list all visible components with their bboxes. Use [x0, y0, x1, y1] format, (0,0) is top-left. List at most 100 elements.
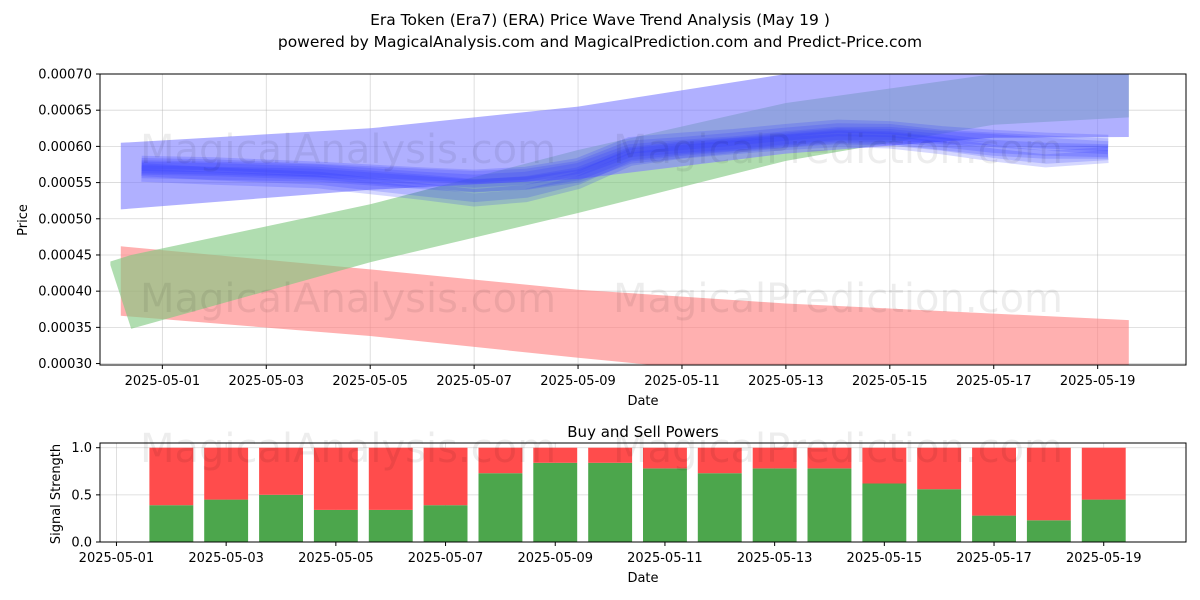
- price-band: [120, 74, 1129, 210]
- sell-bar: [862, 447, 907, 484]
- price-x-ticks: 2025-05-01 2025-05-03 2025-05-05 2025-05-07…: [125, 365, 1136, 389]
- price-wave-lines: [141, 119, 1109, 207]
- buy-bar: [204, 499, 249, 542]
- price-wave-line: [141, 134, 1109, 207]
- price-y-tick-label: 0.00050: [38, 212, 92, 227]
- signal-watermarks: MagicalAnalysis.com MagicalPrediction.co…: [140, 426, 1063, 472]
- signal-x-axis-label: Date: [627, 571, 658, 586]
- sell-bar: [643, 447, 687, 469]
- signal-x-tick-label: 2025-05-15: [847, 551, 923, 566]
- sell-bar: [1081, 447, 1126, 500]
- buy-bar: [917, 489, 962, 542]
- price-y-tick-label: 0.00055: [38, 176, 92, 191]
- signal-y-tick-label: 0.0: [71, 536, 92, 551]
- sell-bar: [807, 447, 852, 469]
- watermark-left: MagicalAnalysis.com: [140, 127, 556, 173]
- sell-bar: [917, 447, 962, 490]
- signal-x-tick-label: 2025-05-05: [298, 551, 374, 566]
- price-y-tick-label: 0.00035: [38, 321, 92, 336]
- price-wave-line: [141, 129, 1109, 203]
- buy-bar: [478, 473, 523, 542]
- sell-bar: [697, 447, 742, 474]
- price-wave-line: [141, 128, 1109, 193]
- sell-bar: [478, 447, 523, 474]
- sell-bar: [533, 447, 578, 463]
- sell-bar: [368, 447, 413, 510]
- watermark-right: MagicalPrediction.com: [613, 276, 1063, 322]
- signal-x-tick-label: 2025-05-17: [956, 551, 1032, 566]
- buy-bar: [259, 494, 303, 542]
- buy-bar: [1026, 520, 1071, 542]
- signal-x-tick-label: 2025-05-11: [627, 551, 703, 566]
- price-y-tick-label: 0.00030: [38, 357, 92, 372]
- price-x-tick-label: 2025-05-11: [644, 374, 720, 389]
- buy-bar: [423, 505, 468, 542]
- sell-bar: [259, 447, 303, 495]
- signal-x-tick-label: 2025-05-19: [1066, 551, 1142, 566]
- price-watermarks: MagicalAnalysis.com MagicalPrediction.co…: [140, 127, 1063, 322]
- price-y-axis-label: Price: [16, 204, 31, 236]
- price-plot-frame: [99, 73, 1187, 366]
- buy-bar: [752, 468, 797, 542]
- price-wave-line: [141, 123, 1109, 184]
- price-bands: [110, 74, 1129, 365]
- sell-bar: [972, 447, 1016, 516]
- signal-x-tick-label: 2025-05-09: [517, 551, 593, 566]
- signal-x-tick-label: 2025-05-07: [408, 551, 484, 566]
- sell-bar: [752, 447, 797, 469]
- buy-bar: [149, 505, 194, 542]
- price-x-axis-label: Date: [627, 394, 658, 409]
- price-y-tick-label: 0.00040: [38, 285, 92, 300]
- buy-bar: [533, 462, 578, 542]
- buy-bar: [862, 483, 907, 542]
- buy-bar: [313, 509, 358, 542]
- buy-bar: [368, 509, 413, 542]
- signal-x-ticks: 2025-05-01 2025-05-03 2025-05-05 2025-05-07…: [79, 542, 1142, 566]
- signal-y-ticks: 0.0 0.5 1.0: [71, 441, 100, 551]
- signal-y-axis-label: Signal Strength: [49, 444, 64, 544]
- price-wave-line: [141, 119, 1109, 183]
- price-x-tick-label: 2025-05-03: [228, 374, 304, 389]
- watermark-left: MagicalAnalysis.com: [140, 276, 556, 322]
- price-wave-line: [141, 131, 1109, 192]
- signal-title: Buy and Sell Powers: [567, 423, 719, 441]
- signal-y-tick-label: 1.0: [71, 441, 92, 456]
- price-x-tick-label: 2025-05-17: [956, 374, 1032, 389]
- signal-x-tick-label: 2025-05-03: [188, 551, 264, 566]
- chart-title: Era Token (Era7) (ERA) Price Wave Trend …: [370, 11, 830, 29]
- price-y-ticks: 0.00030 0.00035 0.00040 0.00045 0.00050 0.000…: [38, 68, 100, 372]
- sell-bar: [149, 447, 194, 506]
- buy-bar: [588, 462, 633, 542]
- buy-bar: [697, 473, 742, 542]
- sell-bar: [423, 447, 468, 506]
- price-x-tick-label: 2025-05-01: [125, 374, 201, 389]
- price-wave-line: [141, 126, 1109, 188]
- price-y-tick-label: 0.00060: [38, 140, 92, 155]
- price-x-tick-label: 2025-05-09: [540, 374, 616, 389]
- price-y-tick-label: 0.00045: [38, 248, 92, 263]
- sell-bar: [204, 447, 249, 500]
- signal-panel: Buy and Sell Powers MagicalAnalysis.com …: [49, 423, 1187, 586]
- price-x-tick-label: 2025-05-15: [852, 374, 928, 389]
- signal-x-tick-label: 2025-05-01: [79, 551, 155, 566]
- price-y-tick-label: 0.00070: [38, 68, 92, 83]
- price-x-tick-label: 2025-05-07: [436, 374, 512, 389]
- signal-x-tick-label: 2025-05-13: [737, 551, 813, 566]
- price-x-tick-label: 2025-05-19: [1060, 374, 1136, 389]
- watermark-right: MagicalPrediction.com: [613, 426, 1063, 472]
- price-y-tick-label: 0.00065: [38, 104, 92, 119]
- chart-subtitle: powered by MagicalAnalysis.com and Magic…: [278, 33, 922, 51]
- signal-y-tick-label: 0.5: [71, 488, 92, 503]
- buy-bar: [1081, 499, 1126, 542]
- signal-bars: [149, 447, 1126, 542]
- sell-bar: [588, 447, 633, 463]
- signal-plot-frame: [99, 442, 1187, 543]
- watermark-left: MagicalAnalysis.com: [140, 426, 556, 472]
- price-x-tick-label: 2025-05-05: [332, 374, 408, 389]
- sell-bar: [1026, 447, 1071, 521]
- sell-bar: [313, 447, 358, 510]
- buy-bar: [807, 468, 852, 542]
- buy-bar: [643, 468, 687, 542]
- price-band: [120, 246, 1129, 365]
